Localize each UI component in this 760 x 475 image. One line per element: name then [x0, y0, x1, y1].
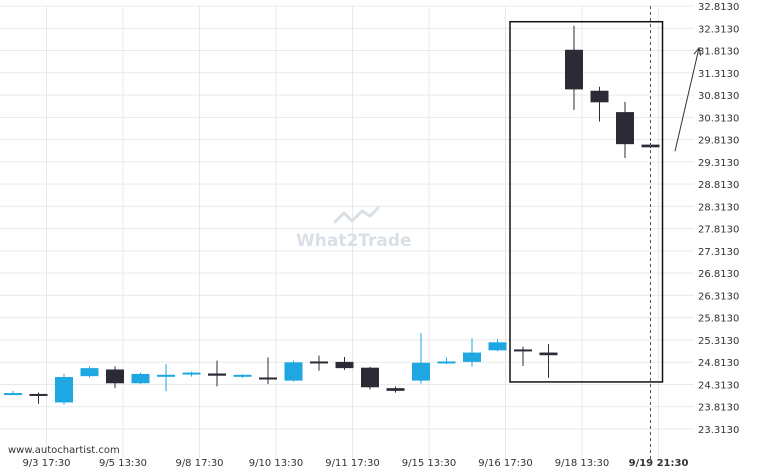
- candle: [106, 366, 124, 389]
- x-tick-label: 9/16 17:30: [478, 458, 532, 469]
- source-label: www.autochartist.com: [8, 445, 120, 456]
- candle-body: [55, 377, 73, 403]
- x-tick-label: 9/11 17:30: [325, 458, 379, 469]
- candle: [590, 86, 609, 122]
- x-tick-label: 9/8 17:30: [175, 458, 223, 469]
- x-tick-label: 9/3 17:30: [22, 458, 70, 469]
- y-tick-label: 25.3130: [698, 336, 739, 347]
- pattern-box: [509, 20, 664, 383]
- candle: [565, 25, 583, 110]
- candle-body: [386, 388, 405, 391]
- y-tick-label: 27.8130: [698, 225, 739, 236]
- y-tick-label: 29.3130: [698, 158, 739, 169]
- candle: [412, 332, 430, 384]
- candle: [539, 344, 558, 378]
- candle: [208, 360, 226, 387]
- candles: [4, 25, 660, 405]
- candle: [361, 366, 379, 390]
- candle: [386, 386, 405, 393]
- candle: [284, 360, 303, 382]
- y-tick-label: 23.3130: [698, 425, 739, 436]
- x-tick-label: 9/5 13:30: [99, 458, 147, 469]
- y-tick-label: 31.8130: [698, 47, 739, 58]
- candle: [4, 390, 22, 396]
- y-tick-label: 32.8130: [698, 2, 739, 13]
- svg-text:What2Trade: What2Trade: [296, 231, 412, 251]
- x-tick-label: 9/10 13:30: [249, 458, 303, 469]
- grid: [0, 5, 694, 459]
- candle-body: [157, 374, 175, 377]
- watermark-text-trade: Trade: [358, 231, 411, 251]
- candle-body: [616, 112, 634, 145]
- watermark-chart-icon: [333, 206, 380, 224]
- y-tick-label: 25.8130: [698, 314, 739, 325]
- candle: [131, 372, 150, 385]
- y-tick-label: 30.3130: [698, 113, 739, 124]
- candle: [463, 338, 481, 367]
- y-tick-label: 28.3130: [698, 202, 739, 213]
- candle-body: [488, 342, 507, 351]
- candle-body: [310, 361, 328, 364]
- watermark-text-2: 2: [346, 231, 358, 251]
- y-tick-label: 26.3130: [698, 291, 739, 302]
- y-axis: 32.8130 32.3130 31.8130 31.3130 30.8130 30.31…: [698, 2, 739, 436]
- candle: [157, 364, 175, 392]
- pattern-overlay: [509, 6, 702, 459]
- x-tick-label: 9/19 21:30: [629, 458, 689, 469]
- watermark-text-what: What: [296, 231, 346, 251]
- y-tick-label: 32.3130: [698, 24, 739, 35]
- projection-arrow-line: [674, 47, 700, 152]
- x-axis: 9/3 17:30 9/5 13:30 9/8 17:30 9/10 13:30 9/1…: [22, 458, 688, 469]
- candle-body: [4, 393, 22, 396]
- candle: [29, 392, 48, 404]
- candle: [233, 374, 252, 378]
- candle-body: [131, 373, 150, 384]
- candle: [182, 371, 201, 377]
- candle-body: [208, 373, 226, 376]
- candle: [310, 355, 328, 371]
- y-tick-label: 24.8130: [698, 358, 739, 369]
- candle-body: [106, 369, 124, 384]
- x-tick-label: 9/18 13:30: [555, 458, 609, 469]
- candle: [514, 346, 532, 366]
- y-tick-label: 30.8130: [698, 91, 739, 102]
- candle-body: [233, 374, 252, 377]
- candle-body: [412, 362, 430, 381]
- y-tick-label: 23.8130: [698, 403, 739, 414]
- candle-body: [259, 377, 277, 380]
- candle: [55, 373, 73, 405]
- candle: [488, 339, 507, 352]
- candle: [80, 366, 99, 378]
- projection-arrow-head: [693, 46, 702, 56]
- candle-body: [463, 352, 481, 362]
- candle: [259, 357, 277, 385]
- candle: [335, 357, 354, 370]
- candle-body: [80, 368, 99, 377]
- candle-body: [437, 361, 456, 364]
- y-tick-label: 31.3130: [698, 69, 739, 80]
- candle-body: [29, 393, 48, 396]
- y-tick-label: 29.8130: [698, 136, 739, 147]
- y-tick-label: 27.3130: [698, 247, 739, 258]
- watermark-logo: What2Trade: [296, 206, 412, 251]
- candle-body: [284, 362, 303, 381]
- candle-body: [539, 352, 558, 356]
- y-tick-label: 28.8130: [698, 180, 739, 191]
- candle-body: [590, 90, 609, 103]
- candle-body: [514, 349, 532, 352]
- y-tick-label: 26.8130: [698, 269, 739, 280]
- candle-body: [565, 49, 583, 90]
- candle-body: [361, 367, 379, 388]
- y-tick-label: 24.3130: [698, 380, 739, 391]
- candle: [437, 357, 456, 365]
- candle-body: [335, 361, 354, 369]
- candle-body: [182, 372, 201, 375]
- x-tick-label: 9/15 13:30: [402, 458, 456, 469]
- candle: [616, 101, 634, 158]
